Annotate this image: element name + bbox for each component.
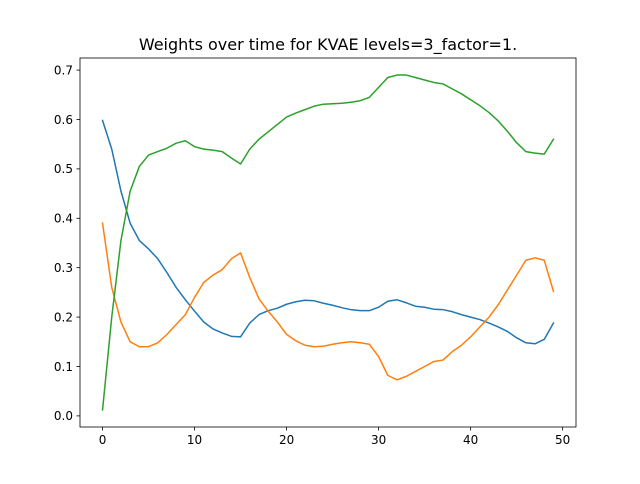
x-tick-label: 20 (279, 433, 294, 447)
axes: 0 10 20 30 40 50 0.0 0.1 0.2 0.3 0.4 0.5 0.6 0.7 (54, 57, 577, 447)
y-tick-label: 0.3 (54, 261, 73, 275)
y-tick-label: 0.6 (54, 113, 73, 127)
x-tick-label: 30 (371, 433, 386, 447)
x-tick-label: 50 (555, 433, 570, 447)
chart-title: Weights over time for KVAE levels=3_fact… (139, 35, 517, 55)
y-tick-label: 0.4 (54, 212, 73, 226)
series-lines (101, 74, 555, 411)
series-line-1 (101, 119, 555, 345)
plot-frame (79, 57, 577, 428)
y-tick-label: 0.7 (54, 63, 73, 77)
x-tick-label: 10 (187, 433, 202, 447)
x-tick-label: 0 (99, 433, 107, 447)
series-line-2 (101, 222, 555, 381)
series-line-3 (101, 74, 555, 411)
y-tick-label: 0.5 (54, 162, 73, 176)
x-tick-label: 40 (463, 433, 478, 447)
y-tick-label: 0.0 (54, 409, 73, 423)
y-tick-label: 0.2 (54, 310, 73, 324)
y-tick-label: 0.1 (54, 360, 73, 374)
